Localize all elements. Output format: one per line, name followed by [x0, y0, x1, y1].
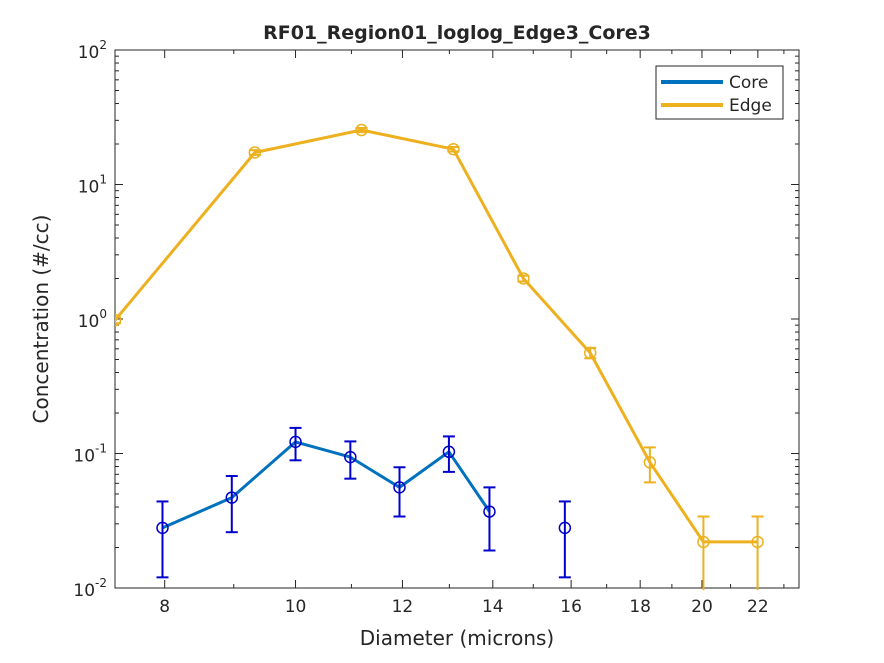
chart-title: RF01_Region01_loglog_Edge3_Core3 — [263, 22, 651, 44]
edge-data-point — [447, 142, 460, 156]
plot-area: 10-2 10-1 100 101 102 8 10 12 14 16 18 20 22 — [73, 38, 800, 617]
edge-data-point — [248, 146, 262, 159]
y-tick-label: 10-1 — [73, 442, 107, 467]
y-tick-label: 10-2 — [73, 576, 107, 601]
x-tick-label: 8 — [159, 597, 170, 617]
core-data-point — [289, 435, 302, 449]
core-data-point — [558, 521, 572, 535]
edge-data-point — [751, 535, 764, 549]
core-data-point — [156, 521, 169, 535]
x-tick-label: 22 — [747, 597, 769, 617]
series-group — [115, 123, 764, 590]
core-legend-label: Core — [729, 73, 768, 93]
edge-data-point — [355, 123, 368, 137]
edge-data-point — [517, 272, 530, 285]
edge-data-point — [697, 535, 710, 549]
legend: Core Edge — [655, 65, 784, 120]
legend-box — [655, 65, 784, 120]
edge-data-point — [643, 456, 657, 469]
x-tick-label: 16 — [560, 597, 582, 617]
x-axis-label: Diameter (microns) — [360, 626, 554, 650]
y-axis-label: Concentration (#/cc) — [29, 215, 53, 424]
edge-data-point — [583, 346, 597, 360]
x-tick-label: 14 — [482, 597, 504, 617]
core-data-point — [442, 445, 456, 459]
x-tick-label: 12 — [392, 597, 414, 617]
x-tick-label: 10 — [285, 597, 307, 617]
y-tick-label: 100 — [78, 307, 107, 332]
x-tick-label: 20 — [691, 597, 713, 617]
edge-legend-label: Edge — [729, 96, 772, 116]
edge-data-point — [115, 313, 122, 327]
core-data-point — [344, 450, 357, 464]
core-data-point — [225, 491, 239, 504]
y-tick-label: 102 — [78, 38, 107, 63]
core-data-point — [393, 481, 406, 494]
axes-box — [114, 49, 800, 589]
y-tick-label: 101 — [78, 173, 107, 198]
core-data-point — [483, 505, 496, 518]
x-tick-label: 18 — [629, 597, 651, 617]
